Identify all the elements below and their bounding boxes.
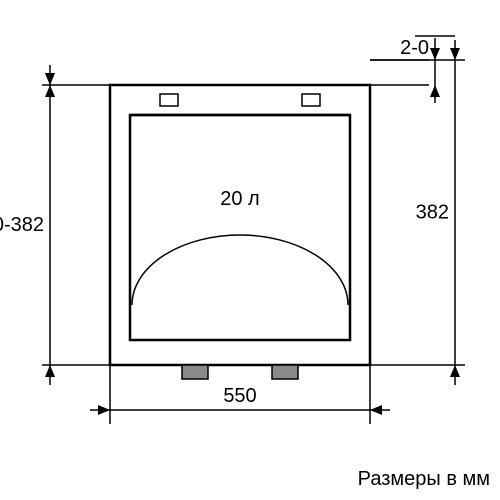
foot-left bbox=[182, 365, 208, 379]
dim-gap-top: 2-0 bbox=[400, 37, 429, 59]
caption: Размеры в мм bbox=[358, 468, 490, 490]
foot-right bbox=[272, 365, 298, 379]
dim-height-left: 380-382 bbox=[0, 214, 44, 236]
capacity-label: 20 л bbox=[220, 188, 259, 210]
dim-height-right: 382 bbox=[416, 202, 449, 224]
dim-width-bottom: 550 bbox=[223, 385, 256, 407]
